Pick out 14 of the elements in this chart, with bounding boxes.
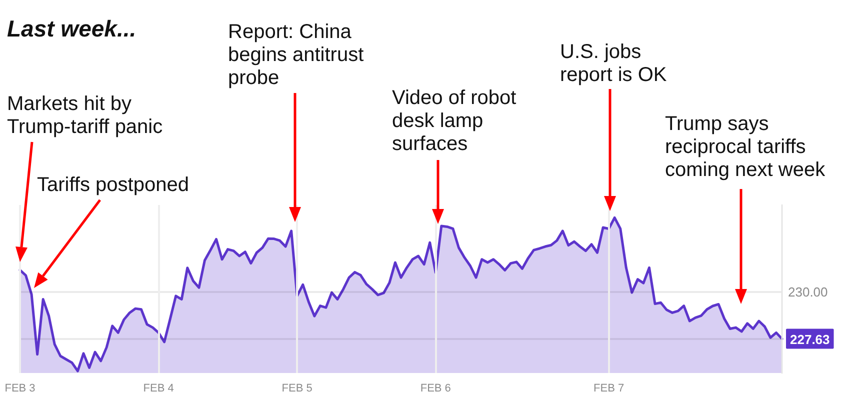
text: Markets hit by Trump-tariff panic: [7, 93, 163, 138]
text: Tariffs postponed: [37, 174, 189, 196]
text: Video of robot desk lamp surfaces: [392, 87, 516, 155]
chart-title: Last week...: [7, 16, 136, 42]
x-tick-label: FEB 3: [4, 382, 36, 394]
text: U.S. jobs report is OK: [560, 41, 667, 86]
y-tick-label: 227.63: [790, 332, 830, 347]
x-tick-label: FEB 7: [594, 382, 624, 394]
y-tick-label: 230.00: [788, 284, 828, 300]
x-tick-label: FEB 5: [282, 382, 312, 394]
x-tick-label: FEB 4: [143, 382, 174, 394]
text: Trump says reciprocal tariffs coming next week: [665, 113, 826, 181]
text: Report: China begins antitrust probe: [228, 21, 364, 89]
x-tick-label: FEB 6: [420, 382, 451, 394]
